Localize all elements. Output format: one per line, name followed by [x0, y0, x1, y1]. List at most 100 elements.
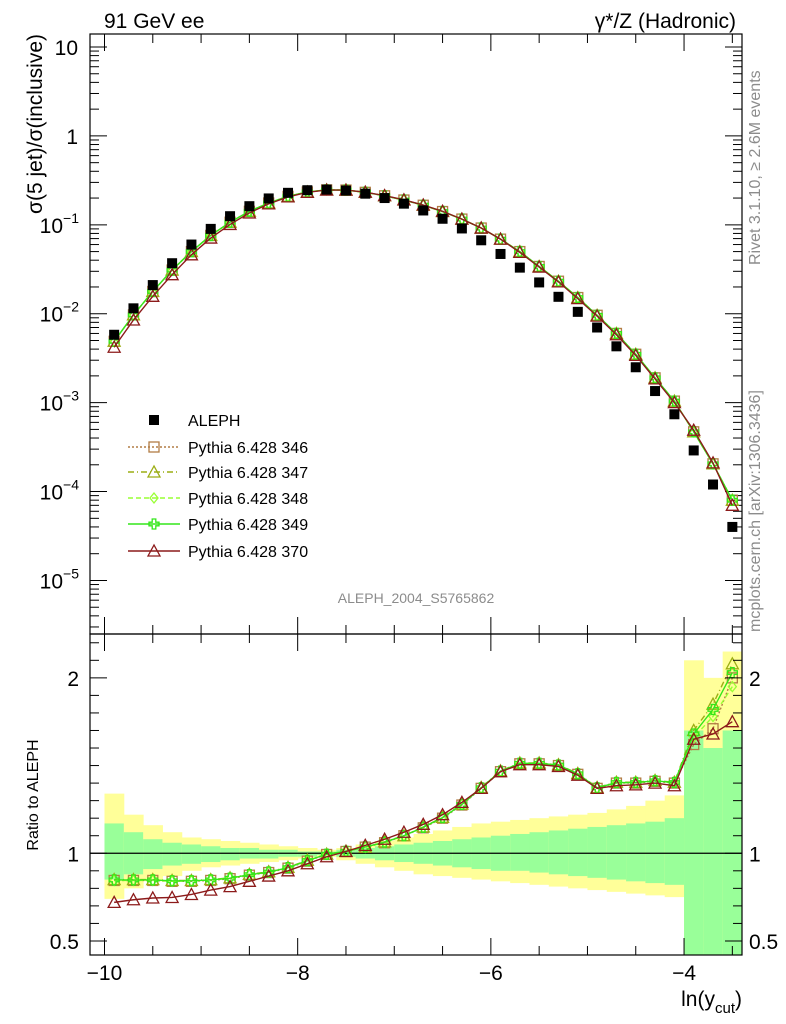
data-point: [145, 288, 160, 302]
band-inner: [181, 844, 202, 864]
legend-marker: [148, 518, 160, 530]
legend-item: Pythia 6.428 349: [128, 517, 308, 534]
data-point: [725, 497, 740, 511]
ratio-point: [456, 798, 468, 811]
ratio-point: [551, 759, 566, 773]
ratio-point: [708, 710, 718, 723]
data-point: [512, 245, 527, 259]
data-point: [165, 267, 180, 281]
data-point: [707, 458, 719, 470]
legend-marker: [149, 491, 159, 505]
legend-label: Pythia 6.428 347: [188, 465, 308, 482]
ratio-point: [436, 812, 449, 824]
band-inner: [722, 730, 743, 955]
band-inner: [529, 832, 550, 873]
ratio-point: [147, 874, 159, 886]
legend-marker: [146, 543, 162, 557]
data-point: [570, 291, 585, 305]
ratio-point: [435, 807, 450, 821]
band-inner: [220, 848, 241, 861]
ratio-frame: [89, 633, 743, 956]
ratio-point: [222, 879, 238, 893]
ratio-point: [338, 844, 354, 858]
data-point: [705, 455, 721, 469]
ratio-line: [114, 672, 733, 882]
data-point: [726, 494, 738, 506]
band-inner: [201, 846, 221, 863]
ratio-point: [185, 875, 198, 887]
data-point: [107, 339, 122, 353]
ratio-point: [126, 892, 141, 906]
legend-item: Pythia 6.428 348: [128, 491, 308, 508]
data-point: [590, 308, 605, 322]
ratio-point: [686, 731, 701, 745]
x-tick-label: −8: [286, 962, 310, 985]
data-point: [611, 341, 622, 352]
ratio-point: [205, 874, 217, 886]
series-p349: [108, 184, 738, 506]
data-point: [263, 193, 274, 204]
ratio-point: [512, 757, 527, 771]
legend-label: Pythia 6.428 348: [188, 491, 308, 508]
legend-marker: [146, 464, 162, 478]
data-point: [534, 277, 545, 288]
y-tick-label-right: 1: [749, 843, 761, 866]
band-inner: [104, 823, 125, 880]
ratio-point: [396, 824, 412, 838]
band-inner: [587, 826, 608, 878]
ratio-point: [725, 656, 740, 670]
data-point: [128, 303, 139, 314]
band-inner: [664, 818, 685, 885]
data-point: [360, 188, 371, 199]
ratio-point: [416, 816, 431, 830]
rivet-label: Rivet 3.1.10, ≥ 2.6M events: [747, 70, 764, 265]
x-tick-label: −6: [479, 962, 503, 985]
data-point: [553, 291, 564, 302]
x-axis-title: ln(ycut): [681, 988, 742, 1017]
legend-label: ALEPH: [188, 413, 240, 430]
ratio-point: [493, 764, 508, 778]
ratio-point: [570, 767, 585, 781]
series-p346: [108, 184, 738, 506]
band-inner: [606, 825, 627, 880]
ratio-point: [727, 680, 738, 693]
data-point: [474, 220, 489, 234]
data-point: [225, 211, 236, 222]
data-point: [476, 235, 487, 246]
y-tick-label: 0.5: [50, 931, 79, 954]
data-point: [437, 213, 448, 224]
data-point: [456, 223, 467, 234]
data-point: [222, 217, 238, 231]
ratio-point: [280, 863, 296, 877]
mcplots-label: mcplots.cern.ch [arXiv:1306.3436]: [747, 390, 764, 632]
ratio-point: [628, 777, 643, 791]
ratio-point: [667, 778, 682, 792]
ratio-point: [108, 874, 120, 886]
legend-item: Pythia 6.428 346: [128, 440, 308, 457]
y-tick-label: 10: [55, 37, 78, 60]
band-inner: [259, 849, 279, 859]
ratio-y-axis-title: Ratio to ALEPH: [25, 739, 42, 850]
data-point: [727, 521, 738, 532]
ratio-point: [377, 831, 392, 845]
ratio-point: [184, 887, 199, 901]
data-point: [340, 185, 351, 196]
ratio-point: [705, 726, 721, 740]
ratio-point: [300, 856, 315, 870]
data-point: [244, 201, 255, 212]
y-tick-label: 10−3: [40, 388, 80, 416]
data-point: [628, 348, 643, 362]
ratio-axes: 2 2 1 1 0.5 0.5 −10 −8 −6 −4: [50, 634, 778, 985]
ratio-point: [282, 861, 294, 874]
data-point: [283, 187, 294, 198]
y-axis-title: σ(5 jet)/σ(inclusive): [24, 34, 47, 214]
data-point: [572, 306, 583, 317]
ratio-point: [532, 757, 547, 771]
data-point: [514, 262, 525, 273]
series-p370: [107, 182, 740, 511]
ratio-point: [725, 714, 740, 728]
data-point: [688, 445, 699, 456]
legend-item: Pythia 6.428 347: [128, 464, 308, 482]
